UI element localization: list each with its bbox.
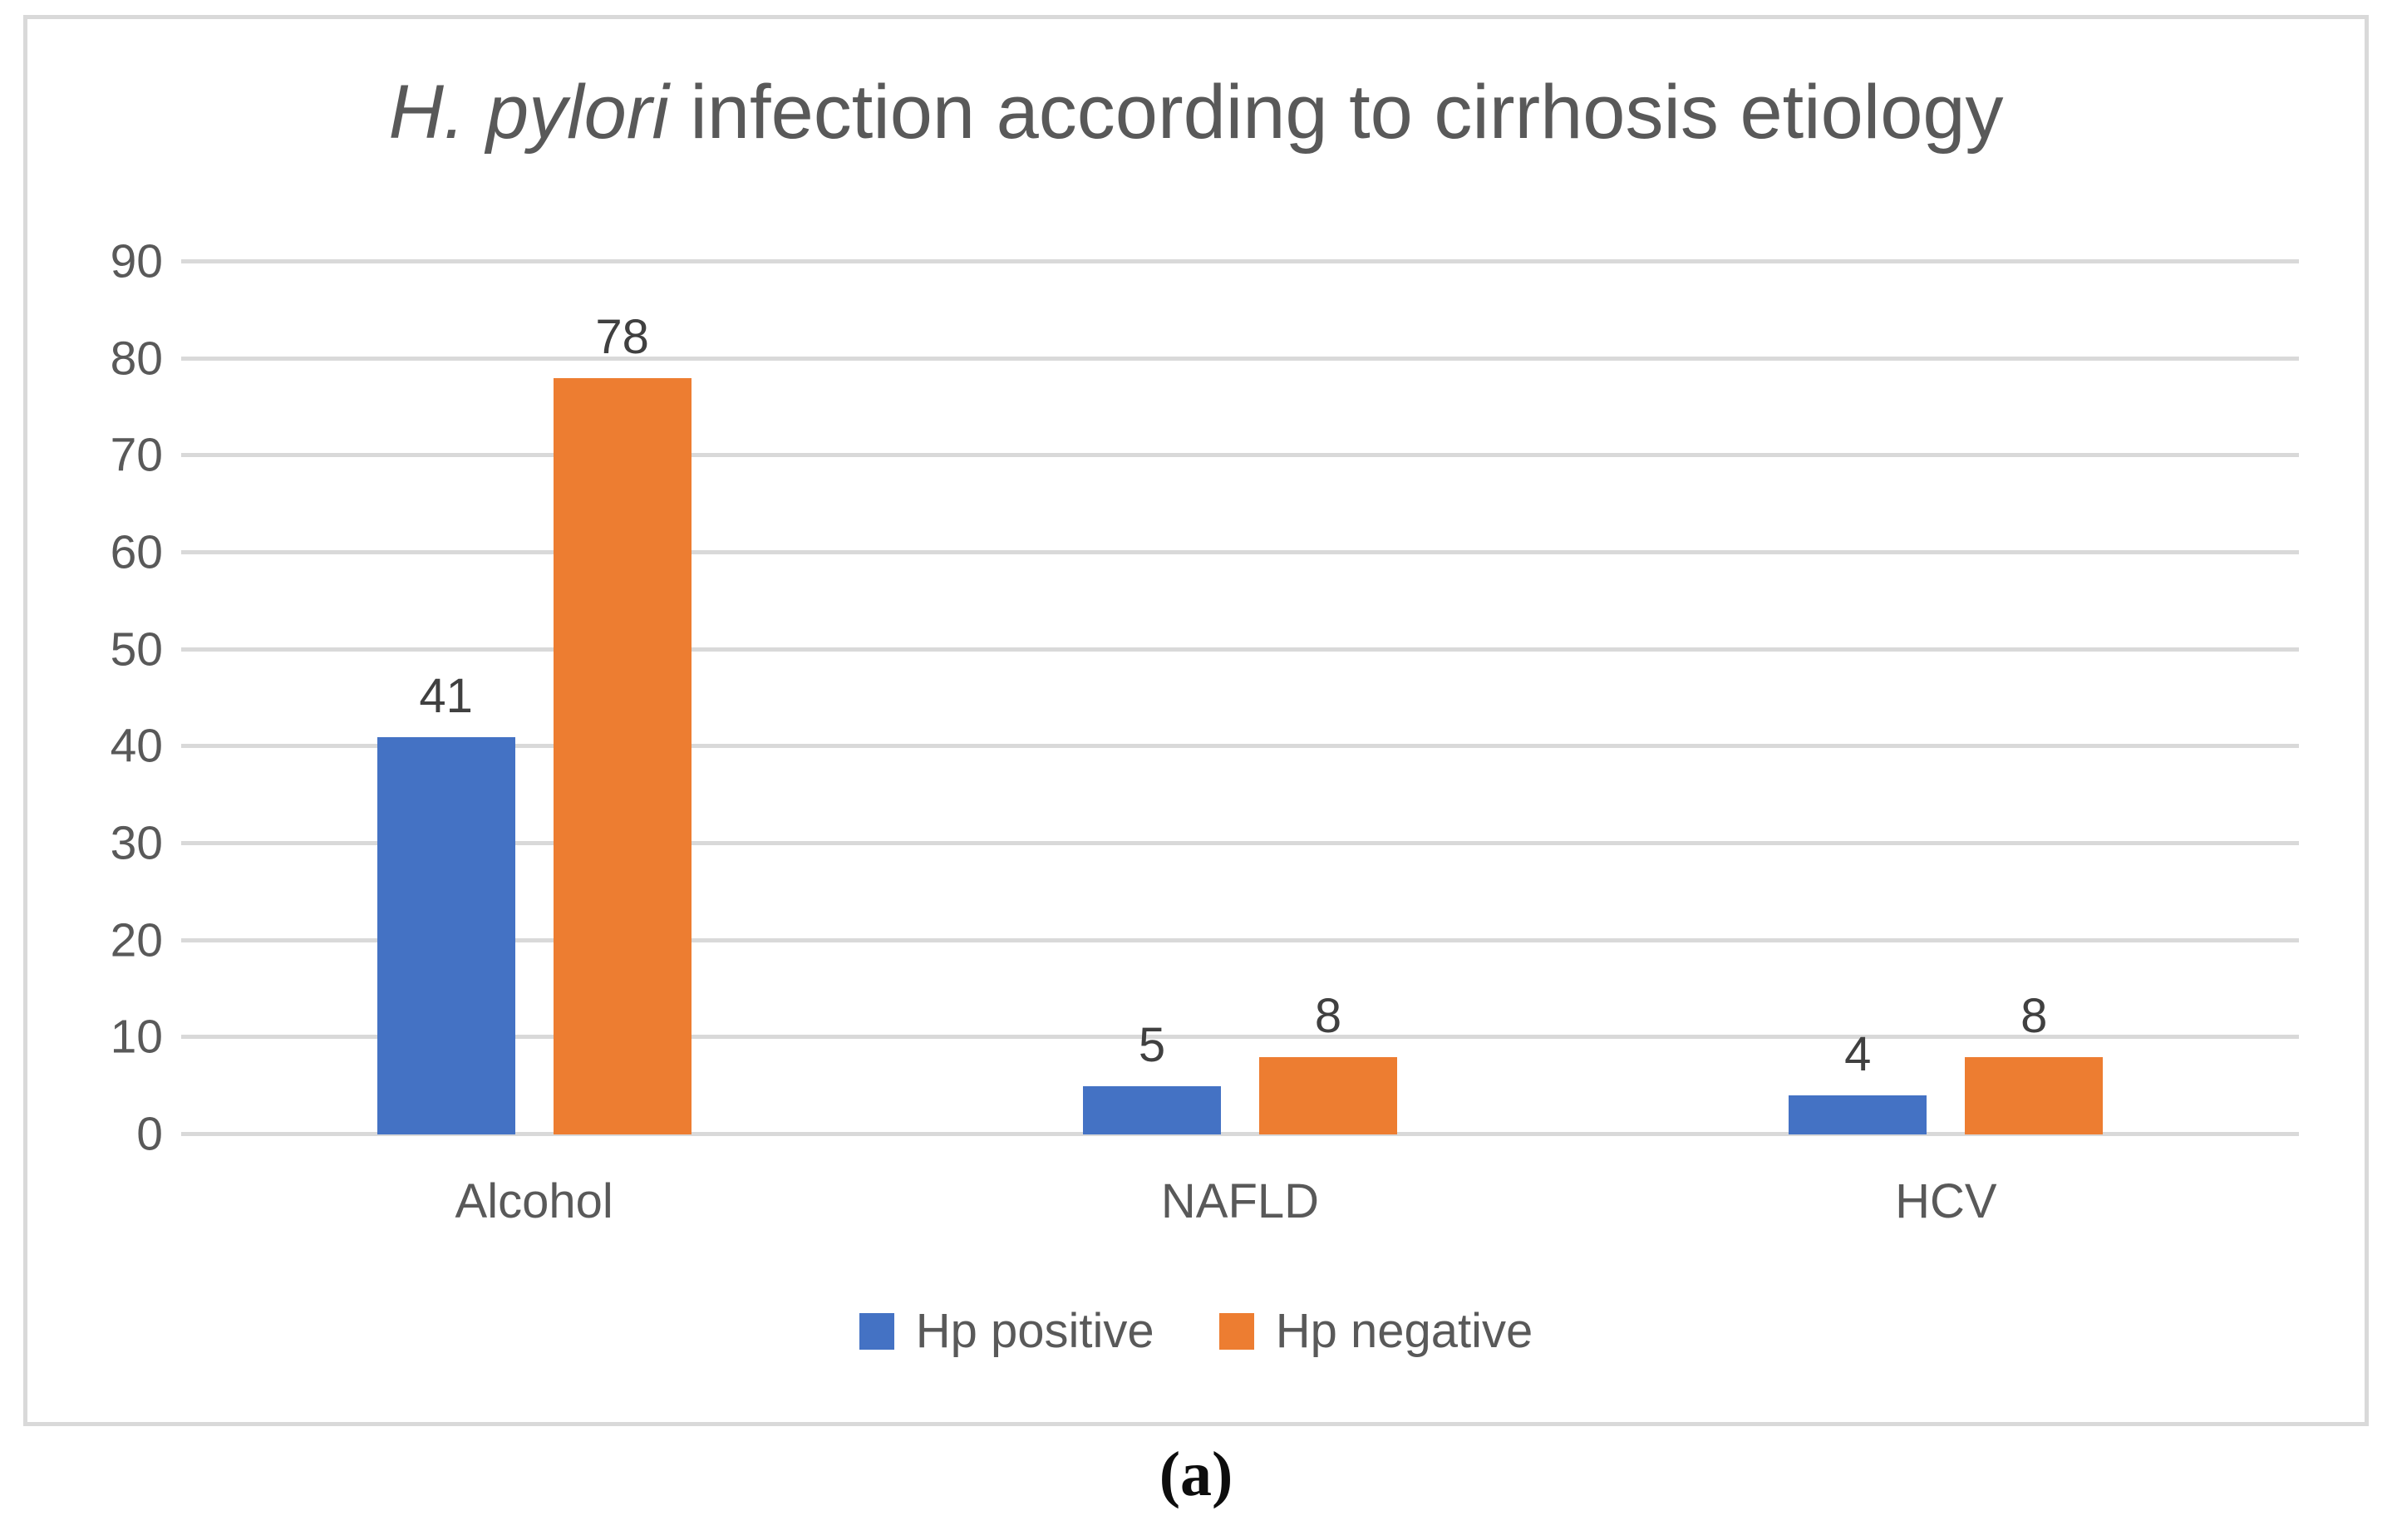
- y-tick-label-0: 0: [136, 1107, 163, 1161]
- y-tick-label-10: 10: [110, 1010, 163, 1064]
- y-tick-label-60: 60: [110, 525, 163, 579]
- y-tick-label-30: 30: [110, 816, 163, 870]
- bar: [1258, 1056, 1397, 1134]
- legend-label: Hp positive: [915, 1304, 1154, 1358]
- gridline-y-50: [181, 647, 2299, 652]
- data-label: 8: [2020, 988, 2048, 1043]
- bar-groups: 41 78 Alcohol 5 8 NAFLD 4 8 HCV: [181, 262, 2299, 1226]
- plot-area: 41 78 Alcohol 5 8 NAFLD 4 8 HCV: [181, 259, 2299, 1226]
- gridline-y-60: [181, 550, 2299, 555]
- x-category-label: Alcohol: [455, 1174, 613, 1228]
- gridline-y-70: [181, 453, 2299, 458]
- legend-item: Hp negative: [1218, 1304, 1533, 1358]
- y-tick-label-70: 70: [110, 428, 163, 482]
- bar-column: 5: [1082, 262, 1221, 1134]
- bar: [553, 378, 692, 1134]
- y-tick-label-90: 90: [110, 234, 163, 288]
- gridline-y-0: [181, 1132, 2299, 1136]
- bar-column: 8: [1258, 262, 1397, 1134]
- bar: [1082, 1085, 1221, 1134]
- category-group-nafld: 5 8 NAFLD: [887, 262, 1592, 1226]
- gridline-y-90: [181, 259, 2299, 263]
- x-category-label: HCV: [1895, 1174, 1997, 1228]
- data-label: 78: [595, 310, 649, 364]
- data-label: 5: [1138, 1017, 1166, 1072]
- gridline-y-20: [181, 937, 2299, 942]
- bar: [1965, 1056, 2104, 1134]
- data-label: 41: [419, 668, 473, 723]
- bar-pair: 41 78: [377, 262, 692, 1134]
- chart-frame: H. pylori infection according to cirrhos…: [23, 15, 2369, 1426]
- bar-column: 4: [1789, 262, 1927, 1134]
- legend-label: Hp negative: [1275, 1304, 1533, 1358]
- y-tick-label-50: 50: [110, 622, 163, 677]
- x-category-label: NAFLD: [1160, 1174, 1320, 1228]
- bar: [1789, 1095, 1927, 1134]
- bar-column: 8: [1965, 262, 2104, 1134]
- y-tick-label-40: 40: [110, 719, 163, 773]
- legend: Hp positive Hp negative: [27, 1307, 2365, 1355]
- y-tick-label-20: 20: [110, 913, 163, 967]
- y-tick-label-80: 80: [110, 332, 163, 386]
- chart-title-rest-part: infection according to cirrhosis etiolog…: [668, 70, 2004, 155]
- data-label: 8: [1314, 988, 1342, 1043]
- gridline-y-10: [181, 1035, 2299, 1040]
- data-label: 4: [1844, 1027, 1872, 1082]
- legend-swatch-icon: [1218, 1313, 1254, 1350]
- legend-swatch-icon: [859, 1313, 894, 1350]
- category-group-alcohol: 41 78 Alcohol: [181, 262, 887, 1226]
- chart-title: H. pylori infection according to cirrhos…: [27, 70, 2365, 155]
- gridline-y-80: [181, 356, 2299, 361]
- y-axis-tick-labels: 0 10 20 30 40 50 60 70 80 90: [34, 238, 163, 1158]
- gridline-y-40: [181, 744, 2299, 749]
- category-group-hcv: 4 8 HCV: [1593, 262, 2299, 1226]
- bar-column: 78: [553, 262, 692, 1134]
- subfigure-label: (a): [1159, 1439, 1233, 1509]
- chart-title-italic-part: H. pylori: [388, 70, 669, 155]
- bar-column: 41: [377, 262, 515, 1134]
- gridline-y-30: [181, 841, 2299, 846]
- legend-item: Hp positive: [859, 1307, 1154, 1355]
- bar: [377, 736, 515, 1134]
